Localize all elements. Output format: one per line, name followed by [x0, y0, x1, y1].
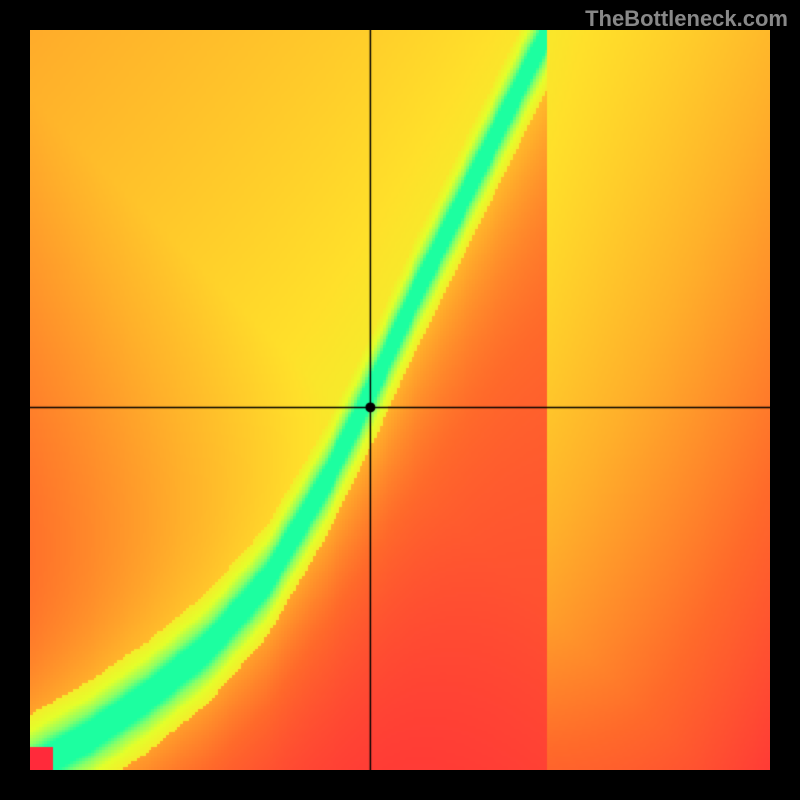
heatmap-canvas: [30, 30, 770, 770]
watermark-label: TheBottleneck.com: [585, 6, 788, 32]
